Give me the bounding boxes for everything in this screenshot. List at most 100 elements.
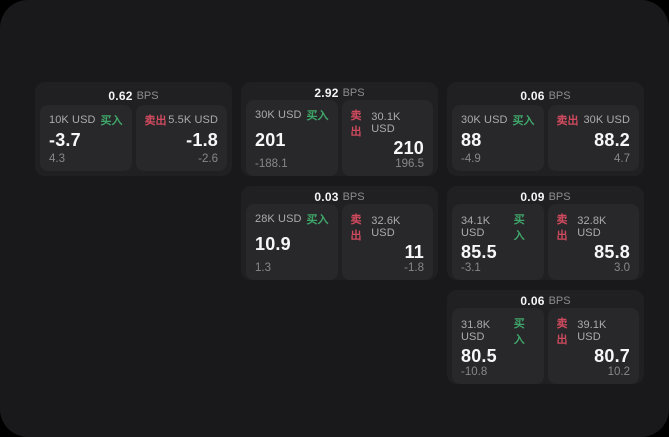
- card-header: 0.06 BPS: [452, 294, 639, 308]
- sell-main-value: 85.8: [594, 242, 630, 262]
- buy-amount: 30K USD: [255, 109, 302, 121]
- sell-sub-value: -1.8: [404, 261, 424, 274]
- buy-amount: 10K USD: [49, 114, 96, 126]
- bps-value: 0.06: [520, 88, 545, 103]
- sell-label: 卖出: [350, 214, 362, 242]
- card-header: 0.06 BPS: [452, 86, 639, 105]
- sell-amount: 5.5K USD: [168, 114, 218, 126]
- sell-panel-top: 卖出 32.6K USD: [351, 211, 425, 243]
- bps-unit-label: BPS: [548, 89, 571, 102]
- sell-amount: 32.6K USD: [371, 215, 401, 239]
- buy-sub-value: 1.3: [255, 261, 271, 274]
- sell-main-value: -1.8: [186, 130, 218, 151]
- buy-main-value: 201: [255, 130, 286, 150]
- sell-main-value: 11: [404, 242, 424, 262]
- sell-sub-value: -2.6: [198, 152, 218, 165]
- buy-amount: 34.1K USD: [461, 215, 491, 239]
- sell-label: 卖出: [556, 318, 568, 346]
- sell-panel[interactable]: 卖出 30K USD 88.2 4.7: [547, 105, 639, 171]
- buy-main-value: -3.7: [49, 130, 81, 151]
- quote-card[interactable]: 0.06 BPS 30K USD 买入 88 -4.9 卖出 30K USD 8…: [447, 82, 644, 176]
- buy-label: 买入: [513, 318, 525, 346]
- sell-amount: 30.1K USD: [371, 111, 401, 135]
- buy-main-value: 80.5: [461, 346, 497, 366]
- bps-value: 0.03: [314, 190, 339, 204]
- buy-sub-value: -188.1: [255, 157, 288, 170]
- buy-panel[interactable]: 28K USD 买入 10.9 1.3: [246, 204, 338, 280]
- bps-unit-label: BPS: [548, 295, 571, 307]
- card-header: 0.03 BPS: [246, 190, 433, 204]
- buy-panel[interactable]: 34.1K USD 买入 85.5 -3.1: [452, 204, 544, 280]
- buy-panel-top: 30K USD 买入: [461, 112, 535, 128]
- buy-label: 买入: [306, 110, 329, 122]
- sell-panel[interactable]: 卖出 32.8K USD 85.8 3.0: [547, 204, 639, 280]
- buy-panel[interactable]: 10K USD 买入 -3.7 4.3: [40, 105, 132, 171]
- sell-amount: 39.1K USD: [577, 319, 607, 343]
- sell-sub-value: 3.0: [614, 261, 630, 274]
- quote-card[interactable]: 0.03 BPS 28K USD 买入 10.9 1.3 卖出 32.6K US…: [241, 186, 438, 280]
- bps-value: 0.09: [520, 190, 545, 204]
- sell-sub-value: 4.7: [614, 152, 630, 165]
- bps-value: 2.92: [314, 86, 339, 100]
- buy-sub-value: -10.8: [461, 365, 488, 378]
- sell-panel[interactable]: 卖出 32.6K USD 11 -1.8: [341, 204, 433, 280]
- card-header: 2.92 BPS: [246, 86, 433, 100]
- side-panels: 30K USD 买入 88 -4.9 卖出 30K USD 88.2 4.7: [452, 105, 639, 171]
- sell-label: 卖出: [144, 115, 167, 127]
- buy-panel[interactable]: 30K USD 买入 88 -4.9: [452, 105, 544, 171]
- buy-panel-top: 31.8K USD 买入: [461, 315, 535, 347]
- buy-main-value: 10.9: [255, 234, 291, 254]
- sell-panel-top: 卖出 30.1K USD: [351, 107, 425, 139]
- buy-main-value: 88: [461, 130, 482, 151]
- buy-label: 买入: [306, 214, 329, 226]
- buy-label: 买入: [512, 115, 535, 127]
- side-panels: 34.1K USD 买入 85.5 -3.1 卖出 32.8K USD 85.8…: [452, 204, 639, 280]
- buy-sub-value: -3.1: [461, 261, 481, 274]
- quote-card[interactable]: 2.92 BPS 30K USD 买入 201 -188.1 卖出 30.1K …: [241, 82, 438, 176]
- bps-value: 0.06: [520, 294, 545, 308]
- quote-cards-grid: 0.62 BPS 10K USD 买入 -3.7 4.3 卖出 5.5K USD…: [35, 82, 644, 384]
- quote-card[interactable]: 0.62 BPS 10K USD 买入 -3.7 4.3 卖出 5.5K USD…: [35, 82, 232, 176]
- bps-value: 0.62: [108, 88, 133, 103]
- sell-amount: 32.8K USD: [577, 215, 607, 239]
- sell-panel[interactable]: 卖出 5.5K USD -1.8 -2.6: [135, 105, 227, 171]
- buy-panel[interactable]: 30K USD 买入 201 -188.1: [246, 100, 338, 176]
- sell-panel[interactable]: 卖出 30.1K USD 210 196.5: [341, 100, 433, 176]
- quote-card[interactable]: 0.06 BPS 31.8K USD 买入 80.5 -10.8 卖出 39.1…: [447, 290, 644, 384]
- sell-amount: 30K USD: [583, 114, 630, 126]
- buy-label: 买入: [100, 115, 123, 127]
- bps-unit-label: BPS: [342, 87, 365, 99]
- bps-unit-label: BPS: [136, 89, 159, 102]
- bps-unit-label: BPS: [548, 191, 571, 203]
- side-panels: 30K USD 买入 201 -188.1 卖出 30.1K USD 210 1…: [246, 100, 433, 176]
- sell-panel[interactable]: 卖出 39.1K USD 80.7 10.2: [547, 308, 639, 384]
- side-panels: 31.8K USD 买入 80.5 -10.8 卖出 39.1K USD 80.…: [452, 308, 639, 384]
- buy-amount: 31.8K USD: [461, 319, 491, 343]
- buy-amount: 28K USD: [255, 213, 302, 225]
- sell-main-value: 88.2: [594, 130, 630, 151]
- card-header: 0.09 BPS: [452, 190, 639, 204]
- quote-card[interactable]: 0.09 BPS 34.1K USD 买入 85.5 -3.1 卖出 32.8K…: [447, 186, 644, 280]
- sell-label: 卖出: [350, 110, 362, 138]
- sell-sub-value: 196.5: [395, 157, 424, 170]
- buy-main-value: 85.5: [461, 242, 497, 262]
- buy-panel-top: 34.1K USD 买入: [461, 211, 535, 243]
- buy-label: 买入: [513, 214, 525, 242]
- sell-main-value: 210: [393, 138, 424, 158]
- buy-panel[interactable]: 31.8K USD 买入 80.5 -10.8: [452, 308, 544, 384]
- sell-panel-top: 卖出 39.1K USD: [557, 315, 631, 347]
- buy-sub-value: 4.3: [49, 152, 65, 165]
- buy-sub-value: -4.9: [461, 152, 481, 165]
- sell-main-value: 80.7: [594, 346, 630, 366]
- side-panels: 10K USD 买入 -3.7 4.3 卖出 5.5K USD -1.8 -2.…: [40, 105, 227, 171]
- sell-label: 卖出: [556, 115, 579, 127]
- sell-label: 卖出: [556, 214, 568, 242]
- buy-panel-top: 28K USD 买入: [255, 211, 329, 227]
- buy-amount: 30K USD: [461, 114, 508, 126]
- sell-panel-top: 卖出 32.8K USD: [557, 211, 631, 243]
- side-panels: 28K USD 买入 10.9 1.3 卖出 32.6K USD 11 -1.8: [246, 204, 433, 280]
- sell-sub-value: 10.2: [607, 365, 630, 378]
- sell-panel-top: 卖出 5.5K USD: [145, 112, 219, 128]
- buy-panel-top: 30K USD 买入: [255, 107, 329, 123]
